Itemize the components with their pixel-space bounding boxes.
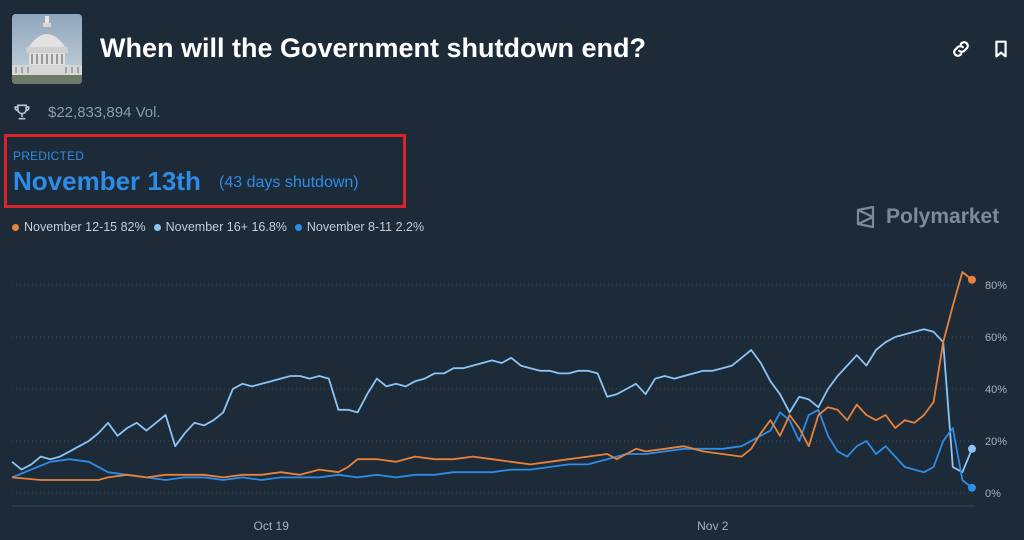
trophy-icon — [14, 104, 30, 120]
capitol-building-icon — [12, 14, 82, 84]
legend-value: 16.8% — [251, 220, 287, 234]
legend-dot-orange — [12, 223, 19, 231]
legend-dot-lightblue — [153, 223, 161, 231]
legend-label: November 12-15 — [24, 220, 118, 234]
legend-dot-blue — [294, 223, 302, 231]
legend-item-nov-8-11: November 8-11 2.2% — [294, 220, 425, 234]
market-thumbnail — [12, 14, 82, 84]
series-line-2 — [11, 408, 973, 489]
legend-item-nov-16-plus: November 16+ 16.8% — [153, 220, 287, 234]
probability-chart: 0% 20% 40% 60% 80% Oct 19 Nov 2 — [11, 271, 1007, 533]
series-end-point-0 — [968, 275, 976, 284]
y-tick-label: 60% — [985, 332, 1007, 344]
legend-item-nov-12-15: November 12-15 82% — [12, 220, 146, 234]
prediction-note: (43 days shutdown) — [219, 174, 359, 191]
y-tick-label: 0% — [985, 488, 1001, 500]
x-tick-label: Nov 2 — [697, 519, 729, 533]
series-line-1 — [11, 328, 973, 474]
y-tick-label: 20% — [985, 436, 1007, 448]
legend-label: November 8-11 — [306, 220, 393, 234]
prediction-date: November 13th — [13, 166, 201, 196]
polymarket-logo-icon — [856, 205, 875, 229]
brand-name: Polymarket — [886, 205, 1000, 228]
page-title: When will the Government shutdown end? — [100, 33, 646, 63]
polymarket-watermark: Polymarket — [854, 205, 999, 229]
link-icon[interactable] — [950, 38, 972, 60]
series-end-point-2 — [968, 483, 976, 492]
legend-value: 2.2% — [395, 220, 425, 234]
legend-value: 82% — [120, 220, 146, 234]
chart-legend: November 12-15 82% November 16+ 16.8% No… — [12, 220, 432, 234]
bookmark-icon[interactable] — [990, 38, 1012, 60]
y-tick-label: 80% — [985, 280, 1007, 292]
y-tick-label: 40% — [985, 384, 1007, 396]
series-line-0 — [11, 271, 973, 481]
prediction-label: PREDICTED — [13, 149, 85, 163]
legend-label: November 16+ — [165, 220, 248, 234]
x-tick-label: Oct 19 — [254, 519, 290, 533]
volume-text: $22,833,894 Vol. — [48, 103, 161, 121]
series-end-point-1 — [968, 444, 976, 453]
volume-row: $22,833,894 Vol. — [12, 102, 161, 122]
prediction-highlight-box: PREDICTED November 13th (43 days shutdow… — [4, 134, 406, 208]
